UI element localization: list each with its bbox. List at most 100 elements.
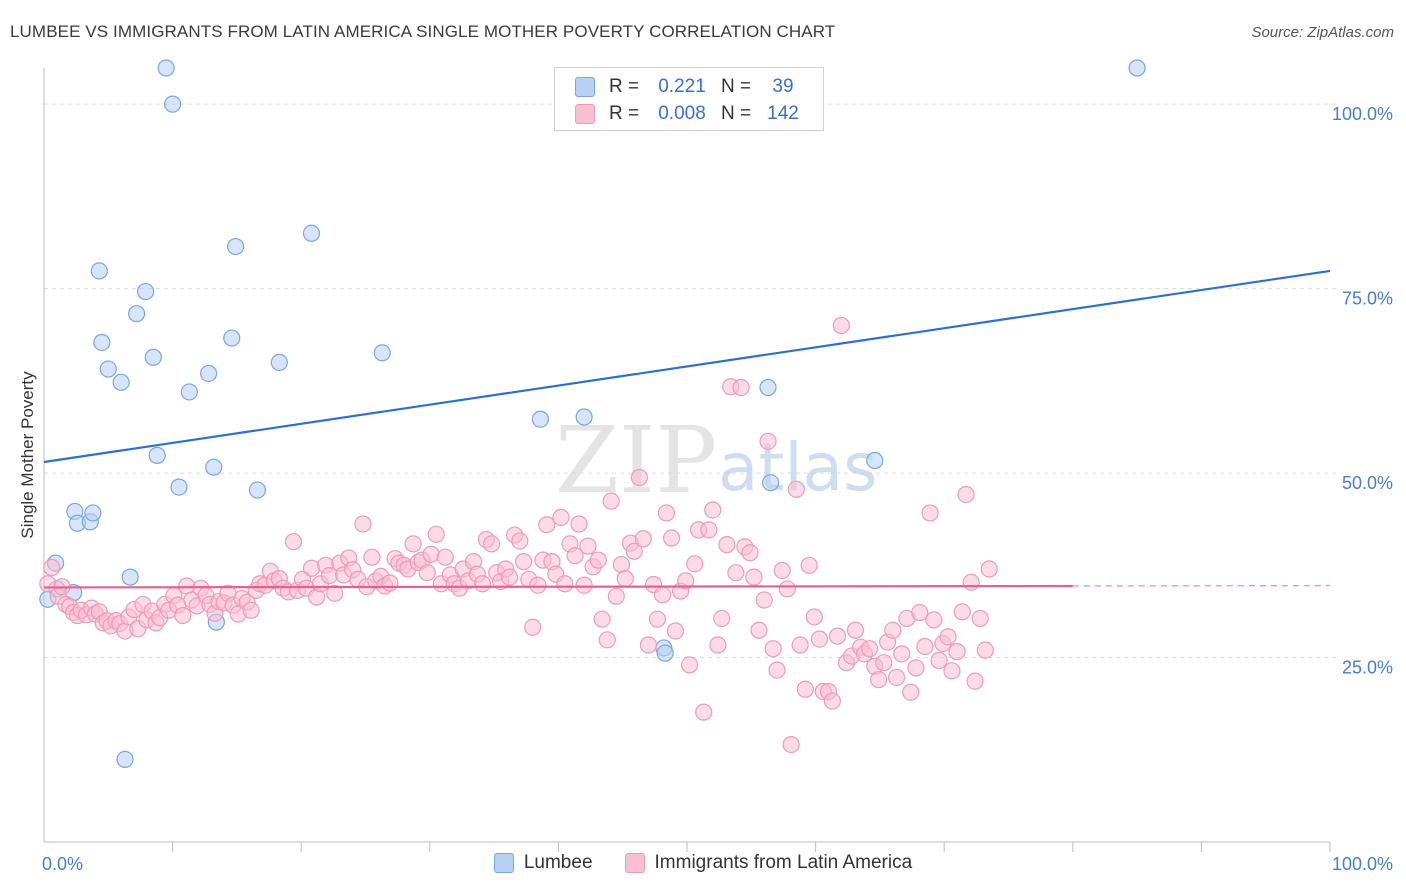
data-point (870, 671, 888, 689)
data-point (866, 451, 884, 470)
data-point (686, 555, 704, 573)
data-point (893, 645, 911, 663)
data-point (921, 504, 939, 522)
data-point (302, 559, 321, 577)
data-point (170, 478, 188, 496)
data-point (759, 432, 777, 450)
y-tick-label-100: 100.0% (1332, 104, 1393, 124)
data-point (980, 560, 998, 578)
r-label: R = (609, 76, 640, 97)
data-point (223, 329, 241, 347)
legend-item-lumbee[interactable]: Lumbee (493, 852, 593, 874)
lumbee-swatch (575, 77, 595, 97)
data-point (662, 529, 681, 547)
data-point (99, 360, 117, 378)
data-point (695, 703, 713, 721)
legend-swatch-latin-america (624, 853, 645, 873)
data-point (761, 474, 780, 492)
data-point (930, 651, 948, 670)
data-point (593, 610, 611, 628)
data-point (727, 564, 745, 582)
data-point (759, 378, 777, 397)
y-tick-label-50: 50.0% (1342, 473, 1393, 493)
data-point (227, 237, 245, 256)
data-point (657, 504, 676, 522)
latin-america-swatch (575, 104, 595, 124)
legend-label-latin-america: Immigrants from Latin America (654, 852, 913, 873)
data-point (907, 659, 925, 677)
data-point (634, 530, 652, 548)
data-point (270, 353, 288, 372)
data-point (902, 683, 920, 701)
r-value: 0.008 (658, 103, 706, 124)
data-point (916, 637, 934, 656)
legend-label-lumbee: Lumbee (523, 852, 593, 873)
data-point (422, 545, 440, 563)
data-point (248, 481, 267, 499)
data-point (205, 458, 223, 476)
data-point (861, 640, 879, 658)
data-point (846, 621, 865, 639)
data-point (966, 672, 984, 690)
data-point (823, 692, 841, 710)
data-point (805, 608, 823, 626)
data-point (427, 525, 445, 543)
data-point (957, 485, 975, 504)
legend-item-latin-america[interactable]: Immigrants from Latin America (624, 852, 913, 874)
data-point (773, 561, 791, 580)
data-point (200, 364, 218, 383)
data-point (750, 621, 768, 639)
data-point (925, 611, 943, 629)
data-point (566, 547, 584, 565)
data-point (741, 544, 759, 562)
data-point (552, 508, 570, 526)
data-point (326, 584, 344, 602)
data-point (700, 521, 718, 539)
chart-title: LUMBEE VS IMMIGRANTS FROM LATIN AMERICA … (10, 22, 836, 41)
data-point (782, 736, 800, 754)
data-point (616, 569, 634, 588)
data-point (1128, 59, 1146, 77)
data-point (157, 59, 175, 77)
data-point (666, 622, 685, 640)
correlation-stats-box: R = 0.221 N = 39 R = 0.008 N = 142 (554, 67, 824, 131)
data-point (778, 580, 796, 598)
data-point (148, 446, 166, 464)
n-label: N = (721, 103, 752, 124)
data-point (93, 333, 111, 352)
data-point (948, 643, 966, 661)
data-point (796, 680, 814, 698)
data-point (524, 618, 542, 636)
data-point (976, 641, 994, 659)
data-point (538, 516, 556, 534)
data-point (90, 262, 108, 280)
data-point (575, 576, 593, 594)
data-point (84, 504, 102, 522)
data-point (515, 553, 533, 571)
data-point (302, 224, 321, 242)
data-point (579, 537, 597, 555)
data-point (354, 515, 372, 533)
data-point (713, 609, 731, 628)
data-point (709, 636, 727, 654)
data-point (888, 668, 906, 687)
data-point (570, 515, 588, 533)
data-point (242, 601, 260, 619)
data-point (500, 568, 519, 586)
data-point (418, 564, 436, 582)
data-point (373, 344, 391, 362)
data-point (828, 627, 847, 645)
data-point (732, 378, 750, 397)
data-point (598, 631, 616, 649)
data-point (648, 610, 667, 628)
data-point (764, 640, 782, 658)
data-point (144, 348, 162, 366)
n-value: 142 (767, 103, 799, 124)
legend: Lumbee Immigrants from Latin America (0, 852, 1406, 874)
n-label: N = (721, 76, 752, 97)
data-point (630, 468, 649, 487)
data-point (174, 606, 192, 625)
data-point (473, 575, 492, 593)
data-point (625, 542, 643, 560)
n-value: 39 (772, 76, 794, 97)
